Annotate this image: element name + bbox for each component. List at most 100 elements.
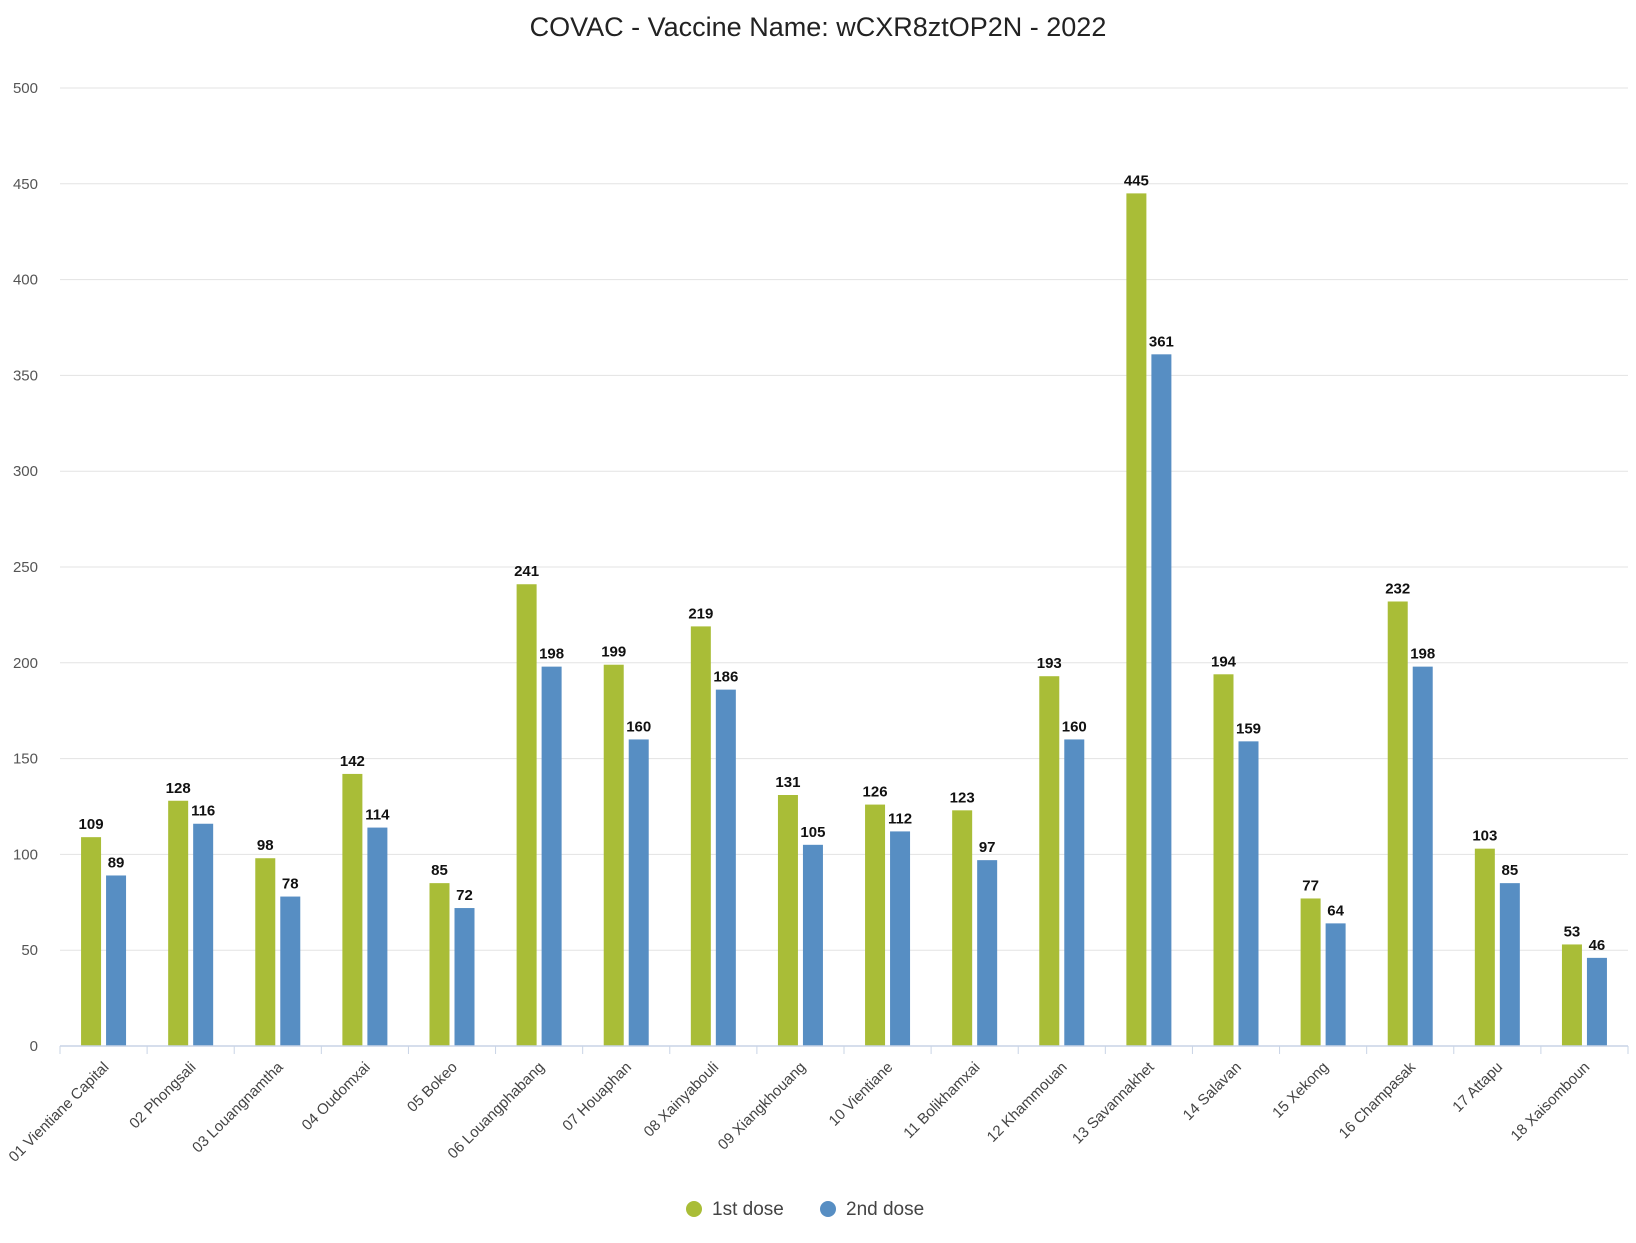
- bar-dose1[interactable]: [865, 804, 886, 1046]
- legend-label: 1st dose: [712, 1199, 784, 1220]
- data-label: 219: [688, 605, 713, 622]
- data-label: 128: [166, 780, 191, 797]
- bar-dose1[interactable]: [1126, 193, 1147, 1046]
- bar-dose1[interactable]: [1474, 848, 1495, 1046]
- bar-dose1[interactable]: [1213, 674, 1234, 1046]
- y-tick-label: 500: [13, 80, 38, 97]
- bar-dose1[interactable]: [1039, 676, 1060, 1046]
- bar-dose2[interactable]: [1151, 354, 1172, 1047]
- y-tick-label: 100: [13, 846, 38, 863]
- bar-dose2[interactable]: [193, 823, 214, 1046]
- y-tick-label: 50: [21, 942, 38, 959]
- legend: 1st dose 2nd dose: [686, 1199, 924, 1220]
- legend-marker: [820, 1201, 836, 1217]
- bar-dose1[interactable]: [168, 800, 189, 1046]
- bar-dose1[interactable]: [952, 810, 973, 1046]
- data-label: 46: [1589, 937, 1606, 954]
- data-label: 159: [1236, 720, 1261, 737]
- data-label: 103: [1472, 828, 1497, 845]
- data-label: 77: [1302, 877, 1319, 894]
- data-label: 53: [1564, 923, 1581, 940]
- data-label: 64: [1327, 902, 1344, 919]
- data-label: 85: [1501, 862, 1518, 879]
- y-tick-label: 350: [13, 367, 38, 384]
- bar-dose1[interactable]: [342, 773, 363, 1046]
- data-label: 160: [1062, 718, 1087, 735]
- x-tick-label: 04 Oudomxai: [299, 1059, 374, 1134]
- data-label: 241: [514, 563, 539, 580]
- x-tick-label: 01 Vientiane Capital: [6, 1059, 113, 1166]
- bar-dose2[interactable]: [1238, 741, 1259, 1046]
- data-label: 186: [713, 669, 738, 686]
- bar-dose1[interactable]: [255, 858, 276, 1046]
- bar-dose2[interactable]: [1499, 883, 1520, 1046]
- bar-dose2[interactable]: [280, 896, 301, 1046]
- bar-dose2[interactable]: [977, 860, 998, 1046]
- x-tick-label: 05 Bokeo: [404, 1059, 461, 1116]
- data-label: 198: [1410, 646, 1435, 663]
- data-label: 114: [365, 807, 390, 824]
- bar-dose2[interactable]: [1586, 957, 1607, 1046]
- x-tick-label: 10 Vientiane: [826, 1059, 897, 1130]
- data-label: 198: [539, 646, 564, 663]
- legend-marker: [686, 1201, 702, 1217]
- bar-dose1[interactable]: [690, 626, 711, 1046]
- x-tick-label: 12 Khammouan: [984, 1059, 1071, 1146]
- bar-dose1[interactable]: [81, 837, 102, 1046]
- x-tick-label: 16 Champasak: [1336, 1058, 1420, 1142]
- y-tick-label: 400: [13, 272, 38, 289]
- gridlines: [60, 87, 1628, 951]
- bar-dose2[interactable]: [890, 831, 911, 1046]
- data-label: 112: [888, 810, 912, 827]
- bar-dose1[interactable]: [516, 584, 537, 1046]
- bar-dose2[interactable]: [367, 827, 388, 1046]
- bar-dose2[interactable]: [106, 875, 127, 1046]
- data-label: 199: [601, 644, 626, 661]
- bar-dose2[interactable]: [802, 844, 823, 1046]
- legend-item-dose1[interactable]: 1st dose: [686, 1199, 784, 1220]
- data-label: 105: [800, 824, 825, 841]
- x-tick-label: 03 Louangnamtha: [189, 1058, 287, 1156]
- bar-dose1[interactable]: [603, 664, 624, 1046]
- bar-dose2[interactable]: [1412, 666, 1433, 1046]
- x-tick-label: 09 Xiangkhouang: [715, 1059, 810, 1154]
- y-tick-label: 0: [30, 1038, 38, 1055]
- bars: [81, 193, 1607, 1047]
- bar-dose2[interactable]: [1325, 923, 1346, 1046]
- chart-title: COVAC - Vaccine Name: wCXR8ztOP2N - 2022: [530, 12, 1107, 42]
- data-label: 72: [456, 887, 473, 904]
- x-tick-label: 02 Phongsali: [126, 1059, 199, 1132]
- data-label: 123: [950, 789, 975, 806]
- bar-dose1[interactable]: [1561, 944, 1582, 1046]
- x-tick-label: 07 Houaphan: [559, 1059, 635, 1135]
- legend-label: 2nd dose: [846, 1199, 924, 1220]
- y-tick-label: 150: [13, 751, 38, 768]
- x-tick-label: 17 Attapu: [1449, 1059, 1506, 1116]
- data-label: 232: [1385, 580, 1410, 597]
- data-label: 85: [431, 862, 448, 879]
- data-label: 116: [191, 803, 215, 820]
- data-label: 445: [1124, 172, 1149, 189]
- x-tick-label: 08 Xainyabouli: [641, 1059, 723, 1141]
- bar-dose2[interactable]: [715, 689, 736, 1046]
- bar-dose2[interactable]: [1064, 739, 1085, 1046]
- x-tick-label: 13 Savannakhet: [1069, 1058, 1158, 1147]
- data-label: 131: [775, 774, 800, 791]
- bar-dose2[interactable]: [628, 739, 649, 1046]
- bar-dose1[interactable]: [1387, 601, 1408, 1046]
- bar-dose1[interactable]: [1300, 898, 1321, 1046]
- bar-dose2[interactable]: [454, 908, 475, 1046]
- data-label: 97: [979, 839, 996, 856]
- data-label: 160: [626, 718, 651, 735]
- y-tick-label: 200: [13, 655, 38, 672]
- y-tick-label: 250: [13, 559, 38, 576]
- y-tick-label: 300: [13, 463, 38, 480]
- legend-item-dose2[interactable]: 2nd dose: [820, 1199, 924, 1220]
- x-tick-label: 14 Salavan: [1180, 1059, 1245, 1124]
- bar-dose1[interactable]: [777, 795, 798, 1046]
- data-label: 193: [1037, 655, 1062, 672]
- bar-dose1[interactable]: [429, 883, 450, 1046]
- bar-dose2[interactable]: [541, 666, 562, 1046]
